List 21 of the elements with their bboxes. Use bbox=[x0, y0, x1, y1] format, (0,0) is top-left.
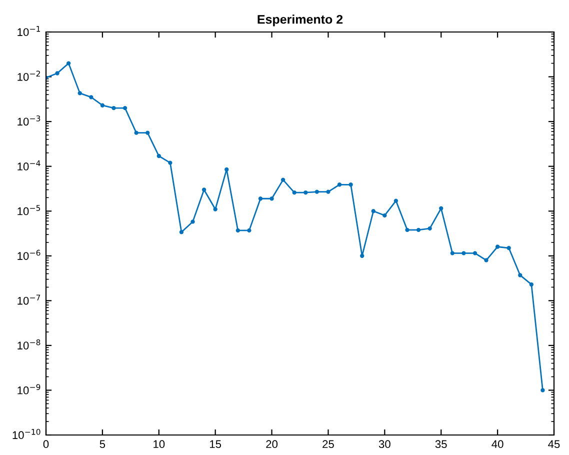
y-tick-label: 10$^{−10}$ bbox=[12, 428, 40, 440]
x-tick-label: 35 bbox=[435, 440, 447, 448]
x-tick-label: 10 bbox=[154, 440, 165, 448]
x-tick-label: 15 bbox=[210, 440, 222, 448]
x-tick-label: 25 bbox=[322, 440, 334, 448]
y-tick-label: 10$^{−1}$ bbox=[18, 26, 40, 36]
y-tick-label: 10$^{−2}$ bbox=[18, 70, 40, 81]
x-tick-label: 30 bbox=[378, 440, 390, 448]
y-tick-label: 10$^{−4}$ bbox=[18, 160, 40, 170]
y-tick-label: 10$^{−8}$ bbox=[18, 339, 40, 350]
x-tick-label: 20 bbox=[266, 440, 278, 448]
x-tick-label: 40 bbox=[492, 440, 504, 448]
y-tick-label: 10$^{−3}$ bbox=[18, 115, 40, 126]
y-tick-label: 10$^{−7}$ bbox=[18, 294, 40, 305]
x-tick-label: 45 bbox=[548, 440, 560, 448]
x-tick-label: 5 bbox=[100, 440, 106, 448]
chart-title: Esperimento 2 bbox=[258, 14, 343, 26]
y-tick-label: 10$^{−9}$ bbox=[18, 384, 40, 394]
y-tick-label: 10$^{−6}$ bbox=[18, 250, 40, 260]
y-tick-label: 10$^{−5}$ bbox=[18, 205, 40, 216]
x-tick-label: 0 bbox=[43, 440, 49, 448]
